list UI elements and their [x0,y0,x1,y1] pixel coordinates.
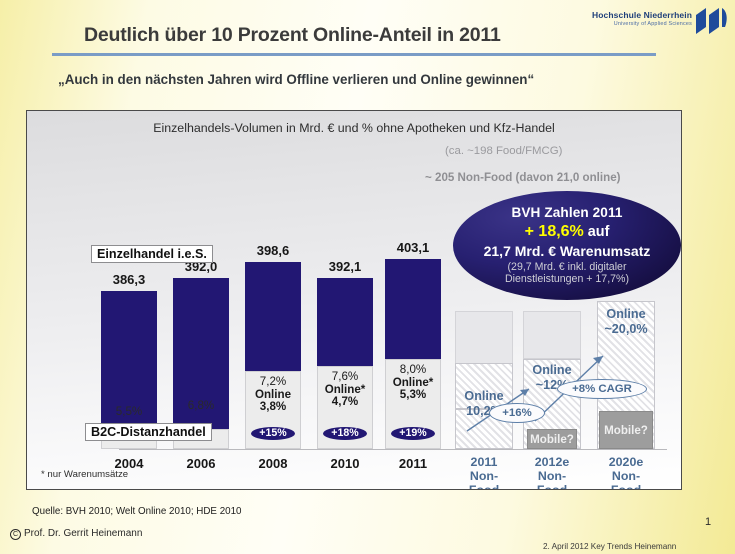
footer-right: 2. April 2012 Key Trends Heinemann [543,542,677,551]
brand-logo: Hochschule Niederrhein University of App… [592,6,728,40]
bvh-line1: BVH Zahlen 2011 [511,205,623,220]
growth-pill-2010: +18% [323,427,367,440]
chart-title: Einzelhandels-Volumen in Mrd. € und % oh… [153,121,555,135]
online-caption-2010: Online* [324,382,366,396]
share-stack-2011: 8,0% Online* 5,3% [385,363,441,402]
chart-container: Einzelhandels-Volumen in Mrd. € und % oh… [26,110,682,490]
forecast-online-caption-2020e: Online [606,307,646,321]
fc-year-line1-1: 2012e [534,455,570,469]
legend-upper-tag: Einzelhandel i.e.S. [91,245,213,263]
share-label-2006: 6,8% [187,399,215,412]
x-tick-2011: 2011 [398,456,428,471]
fc-year-line3-2: Food [610,483,642,490]
distance-share-2008: 7,2% [259,375,287,388]
bar-top-2006 [173,278,229,429]
fc-year-line2-2: Non- [611,469,641,483]
mobile-box-2020e: Mobile? [599,411,653,449]
mobile-box-2012e: Mobile? [527,429,577,449]
bar-value-2008: 398,6 [256,243,290,258]
bvh-line4a: (29,7 Mrd. € inkl. digitaler [507,261,627,273]
note-nonfood: ~ 205 Non-Food (davon 21,0 online) [425,171,621,184]
x-tick-2006: 2006 [186,456,216,471]
online-caption-2008: Online [254,387,292,401]
online-share-2010: 4,7% [331,395,359,409]
online-share-2008: 3,8% [259,400,287,414]
x-tick-2008: 2008 [258,456,288,471]
share-stack-2010: 7,6% Online* 4,7% [317,370,373,409]
plot-area: 386,3 5,5% 2004 392,0 6,8% 2006 398,6 7,… [27,111,681,489]
bar-top-2010 [317,278,373,366]
growth-pill-2008: +15% [251,427,295,440]
share-label-2004: 5,5% [115,405,143,418]
fc-year-line3-1: Food [536,483,568,490]
bvh-callout: BVH Zahlen 2011 + 18,6% auf 21,7 Mrd. € … [453,191,681,300]
fc-year-line2-1: Non- [537,469,567,483]
bar-top-2011 [385,259,441,359]
hn-logo-icon [696,8,727,34]
x-tick-2011-nonfood: 2011 Non- Food [455,455,513,490]
title-divider [52,53,656,56]
fc-year-line2-0: Non- [469,469,499,483]
forecast-online-value-2020e: ~20,0% [604,321,648,336]
bvh-line2: + 18,6% auf [453,223,681,241]
bvh-line4b: Dienstleistungen + 17,7%) [505,273,629,285]
growth-annotation-16: +16% [489,403,545,423]
forecast-online-caption-2012e: Online [532,363,572,377]
x-tick-2020e-nonfood: 2020e Non- Food [597,455,655,490]
forecast-online-caption-2011: Online [464,389,504,403]
bvh-line3: 21,7 Mrd. € Warenumsatz [483,243,651,259]
fc-year-line1-0: 2011 [470,455,498,469]
distance-share-2011: 8,0% [399,363,427,376]
page-title: Deutlich über 10 Prozent Online-Anteil i… [84,24,501,46]
growth-annotation-cagr: +8% CAGR [557,379,647,399]
bar-top-2008 [245,262,301,371]
x-axis-line [119,449,667,451]
logo-name: Hochschule Niederrhein [592,10,692,20]
chart-footnote: * nur Warenumsätze [41,469,129,480]
bvh-auf: auf [583,224,610,240]
online-caption-2011: Online* [392,375,434,389]
page-subtitle: „Auch in den nächsten Jahren wird Offlin… [58,72,535,87]
fc-year-line3-0: Food [468,483,500,490]
online-share-2011: 5,3% [399,388,427,402]
bvh-growth-value: + 18,6% [524,223,584,240]
distance-share-2010: 7,6% [331,370,359,383]
fc-year-line1-2: 2020e [608,455,644,469]
x-tick-2004: 2004 [114,456,144,471]
legend-lower-tag: B2C-Distanzhandel [85,423,212,441]
bar-value-2011: 403,1 [396,240,430,255]
source-note: Quelle: BVH 2010; Welt Online 2010; HDE … [32,506,242,517]
page-number: 1 [705,516,712,528]
copyright-icon: C [10,529,21,540]
forecast-col-top-2012e [523,311,581,359]
copyright-text: Prof. Dr. Gerrit Heinemann [24,528,143,539]
copyright-note: C Prof. Dr. Gerrit Heinemann [10,528,142,540]
x-tick-2010: 2010 [330,456,360,471]
bar-value-2004: 386,3 [112,272,146,287]
growth-pill-2011: +19% [391,427,435,440]
x-tick-2012e-nonfood: 2012e Non- Food [523,455,581,490]
bar-top-2004 [101,291,157,437]
logo-subtitle: University of Applied Sciences [613,21,692,27]
bvh-line4: (29,7 Mrd. € inkl. digitaler Dienstleist… [453,261,681,285]
share-stack-2008: 7,2% Online 3,8% [245,375,301,414]
forecast-online-label-2020e: Online ~20,0% [593,307,659,336]
bar-value-2010: 392,1 [328,259,362,274]
note-food: (ca. ~198 Food/FMCG) [445,145,563,157]
